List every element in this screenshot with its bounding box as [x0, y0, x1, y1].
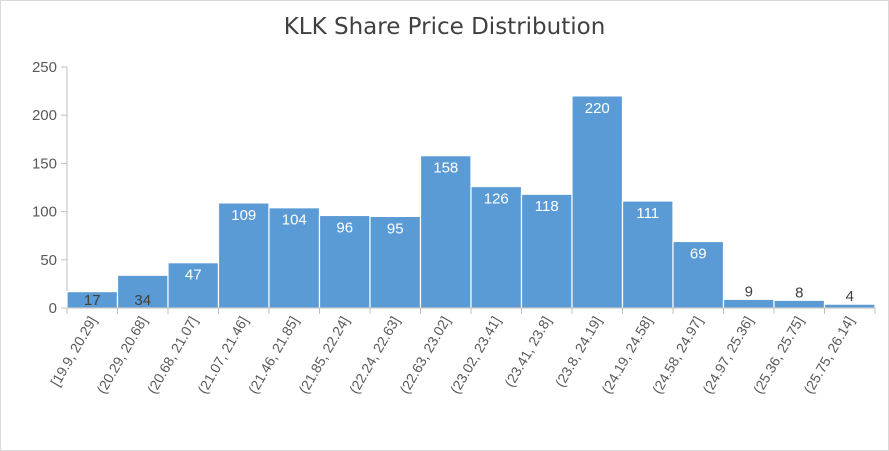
- histogram-bar: [470, 185, 523, 309]
- data-label: 95: [387, 220, 404, 237]
- y-tick-label: 50: [40, 252, 57, 269]
- data-label: 34: [134, 292, 151, 309]
- histogram-bar: [722, 298, 775, 309]
- y-tick-label: 200: [32, 107, 57, 124]
- histogram-bar: [167, 262, 220, 309]
- histogram-bar: [773, 299, 826, 309]
- x-tick-label: (23.8, 24.19]: [552, 314, 605, 390]
- data-label: 126: [484, 191, 509, 208]
- data-label: 69: [690, 245, 707, 262]
- x-tick-label: (25.75, 26.14]: [800, 314, 857, 397]
- x-tick-label: (24.58, 24.97]: [649, 314, 706, 397]
- data-label: 8: [795, 284, 803, 301]
- y-tick-label: 250: [32, 59, 57, 76]
- x-tick-label: (20.29, 20.68]: [93, 314, 150, 397]
- histogram-bar: [571, 95, 624, 309]
- x-tick-label: (22.63, 23.02]: [396, 314, 453, 397]
- data-label: 220: [585, 100, 610, 117]
- x-tick-label: (24.19, 24.58]: [598, 314, 655, 397]
- data-label: 118: [535, 198, 559, 215]
- histogram-bar: [318, 214, 371, 309]
- x-tick-label: (22.24, 22.63]: [346, 314, 403, 397]
- chart-title: KLK Share Price Distribution: [283, 14, 606, 40]
- data-label: 96: [336, 219, 353, 236]
- histogram-bar: [419, 155, 472, 309]
- x-tick-label: (25.36, 25.75]: [750, 314, 807, 397]
- x-tick-label: (21.07, 21.46]: [194, 314, 251, 397]
- y-tick-label: 150: [32, 155, 57, 172]
- x-tick-label: (20.68, 21.07]: [144, 314, 201, 397]
- x-tick-label: (23.02, 23.41]: [447, 314, 504, 397]
- data-label: 17: [84, 292, 101, 309]
- x-tick-label: (21.85, 22.24]: [295, 314, 352, 397]
- data-label: 104: [282, 212, 307, 229]
- y-tick-label: 0: [49, 300, 57, 317]
- data-label: 111: [636, 205, 659, 222]
- x-tick-label: (23.41, 23.8]: [501, 314, 554, 390]
- data-label: 158: [433, 160, 458, 177]
- data-label: 109: [231, 207, 256, 224]
- x-tick-label: (24.97, 25.36]: [699, 314, 756, 397]
- data-label: 4: [846, 288, 854, 305]
- x-tick-label: (21.46, 21.85]: [245, 314, 302, 397]
- y-tick-label: 100: [32, 204, 57, 221]
- histogram-bar: [369, 215, 422, 309]
- data-label: 47: [185, 267, 202, 284]
- data-label: 9: [745, 283, 753, 300]
- x-tick-label: [19.9, 20.29]: [47, 314, 100, 389]
- histogram-bar: [621, 200, 674, 309]
